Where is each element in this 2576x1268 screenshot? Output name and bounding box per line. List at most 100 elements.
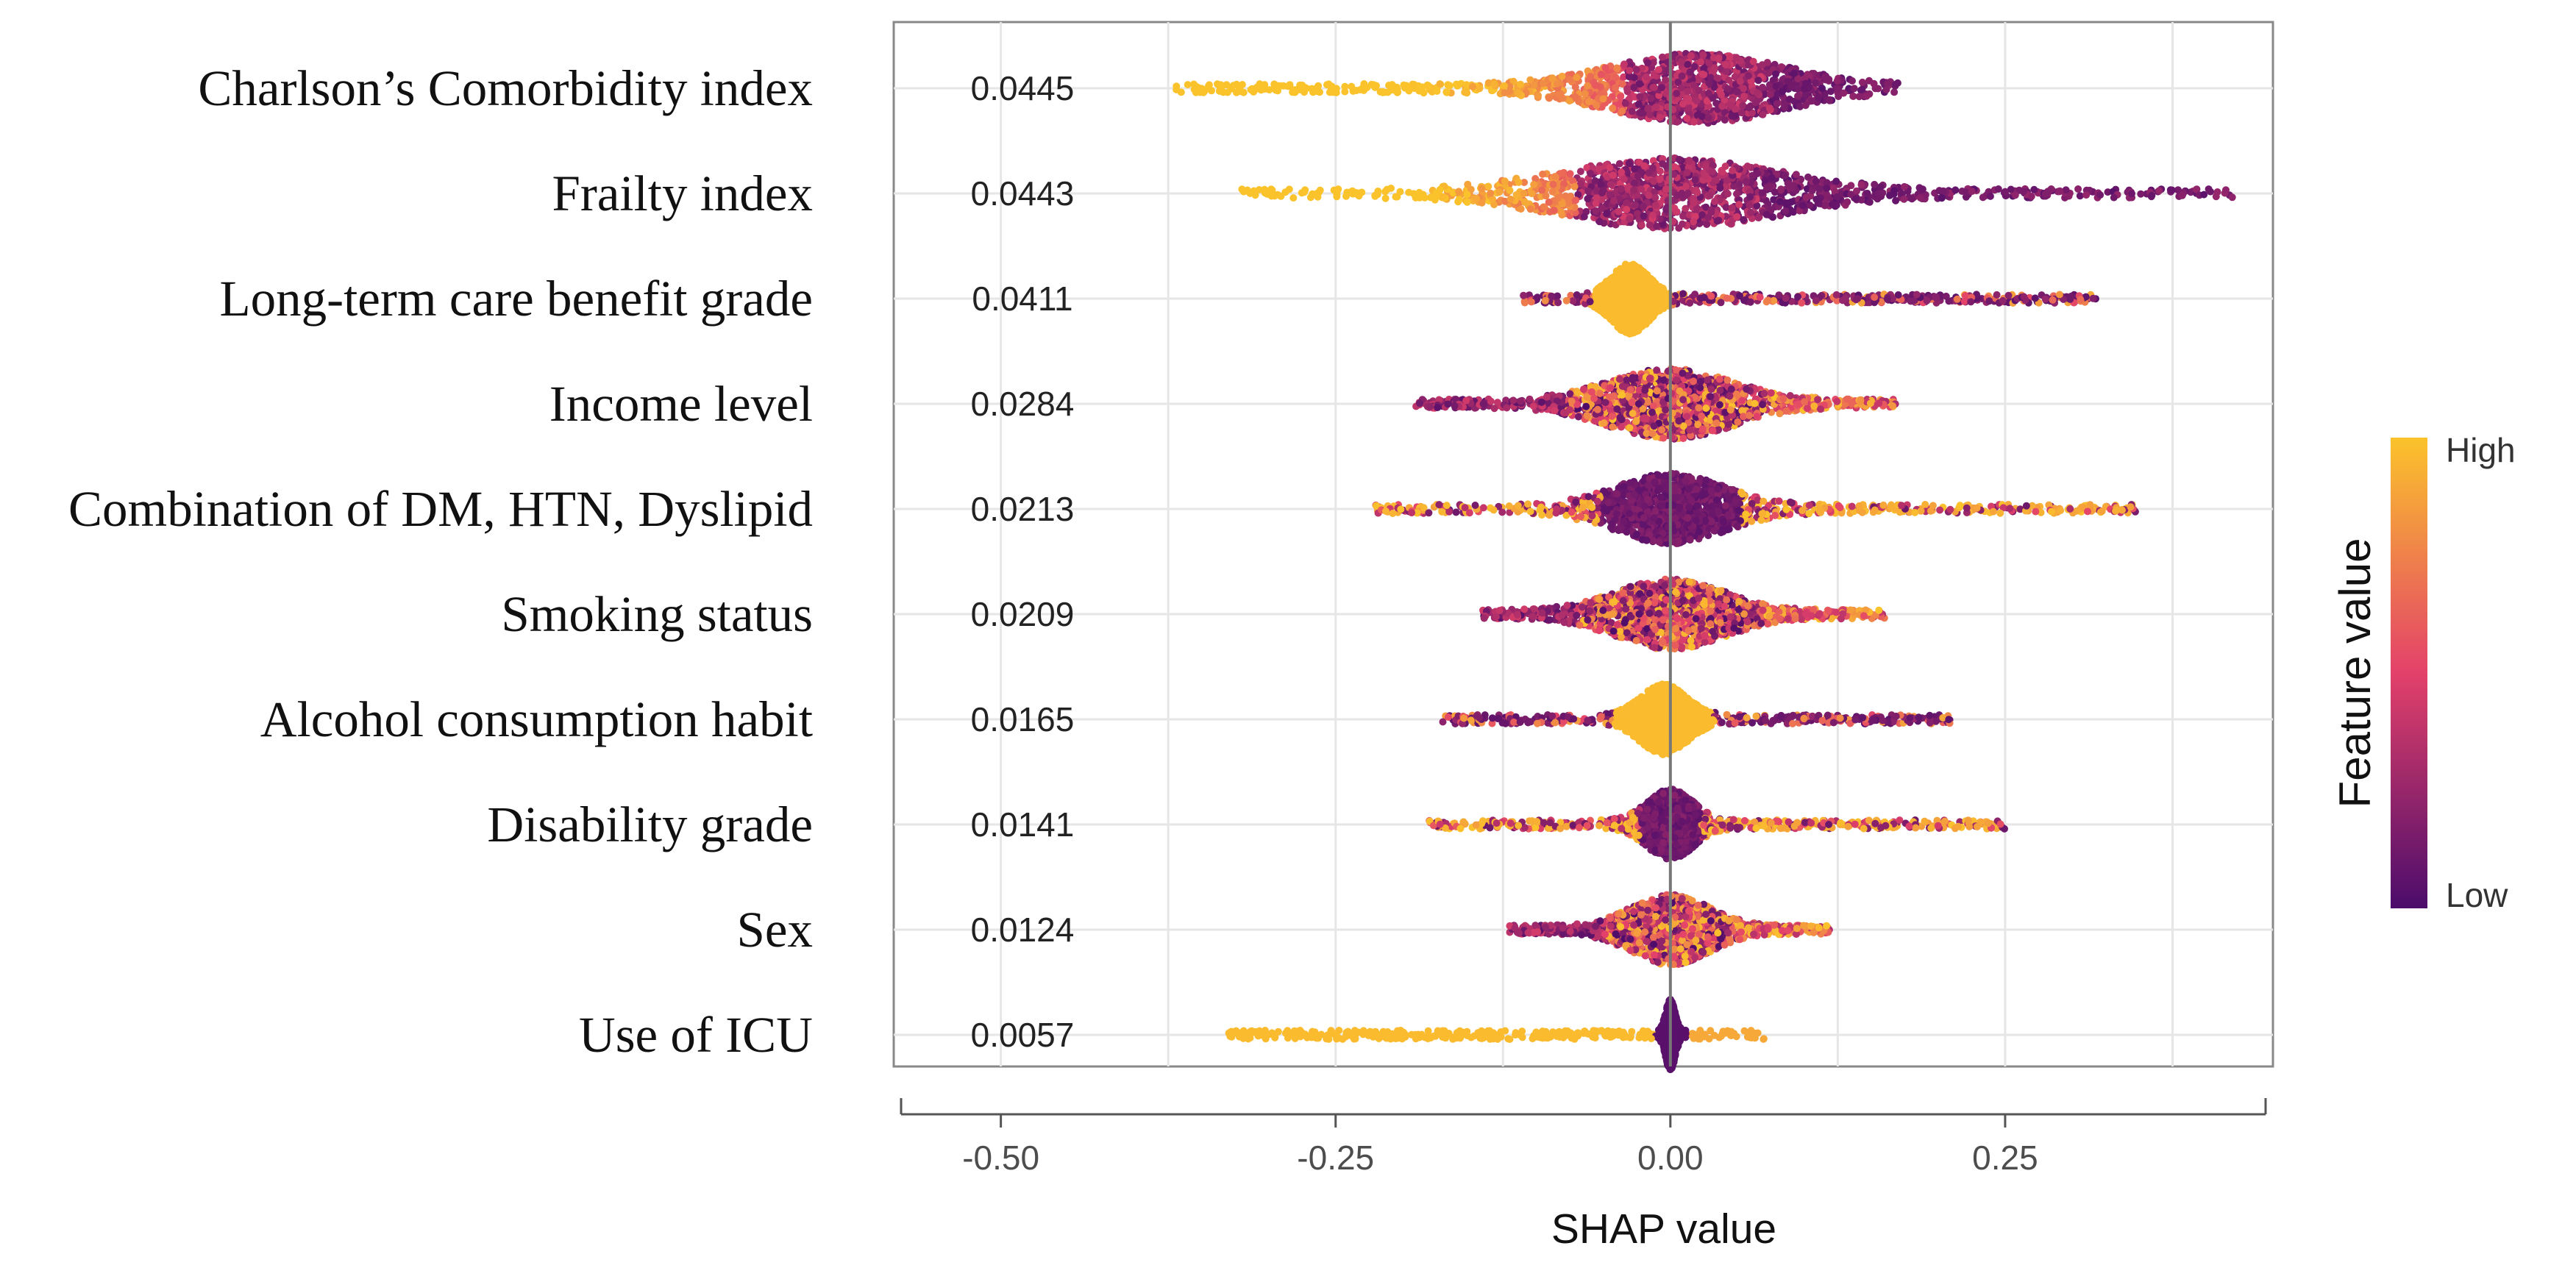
shap-point [1298, 81, 1306, 89]
shap-point [1607, 180, 1615, 188]
shap-point [1645, 221, 1654, 229]
shap-point [1650, 83, 1658, 91]
shap-point [1764, 296, 1772, 304]
shap-point [1678, 189, 1686, 197]
shap-point [1388, 86, 1396, 94]
shap-point [1586, 298, 1594, 306]
shap-point [1301, 88, 1308, 96]
shap-point [2027, 193, 2035, 200]
shap-point [1587, 73, 1595, 81]
shap-point [2148, 191, 2156, 199]
shap-point [2074, 185, 2082, 193]
shap-point [1314, 193, 1322, 201]
shap-point [1541, 296, 1549, 304]
shap-point [1993, 291, 2001, 299]
shap-point [1703, 221, 1711, 228]
shap-point [1419, 190, 1427, 199]
shap-point [1732, 54, 1740, 62]
shap-point [1678, 72, 1686, 80]
shap-point [1792, 171, 1800, 179]
shap-point [1676, 155, 1683, 163]
shap-point [1679, 220, 1687, 228]
shap-point [1595, 218, 1604, 226]
shap-point [1968, 188, 1976, 196]
shap-point [1236, 85, 1243, 92]
shap-point [1777, 185, 1785, 193]
shap-point [1464, 180, 1472, 188]
shap-point [1634, 210, 1641, 218]
shap-point [1938, 194, 1946, 202]
shap-point [1654, 65, 1662, 74]
shap-point [1580, 213, 1588, 221]
shap-point [1484, 182, 1492, 190]
shap-point [1601, 64, 1609, 72]
shap-point [1833, 76, 1841, 85]
shap-point [1512, 190, 1520, 199]
shap-point [1606, 190, 1614, 199]
shap-point [1620, 175, 1628, 183]
shap-point [1711, 198, 1719, 205]
shap-point [1173, 82, 1181, 90]
shap-point [1262, 188, 1270, 195]
shap-point [1551, 173, 1559, 180]
shap-point [1520, 190, 1528, 197]
shap-point [1609, 171, 1617, 179]
shap-point [1526, 205, 1534, 213]
shap-point [1840, 89, 1848, 97]
shap-point [1850, 85, 1858, 93]
shap-point [1648, 164, 1657, 172]
shap-point [1721, 116, 1729, 124]
shap-point [1593, 194, 1601, 202]
shap-point [1644, 104, 1652, 113]
shap-point [1528, 190, 1536, 198]
shap-point [1192, 88, 1200, 96]
shap-point [1177, 88, 1185, 96]
shap-point [1442, 88, 1451, 96]
shap-point [1863, 190, 1871, 197]
shap-point [1715, 54, 1723, 63]
shap-point [1223, 81, 1231, 89]
shap-point [2019, 188, 2027, 196]
shap-point [1603, 210, 1611, 218]
shap-point [1610, 286, 1618, 293]
shap-point [1728, 204, 1736, 212]
shap-point [1265, 86, 1273, 94]
shap-point [1526, 76, 1534, 84]
shap-point [1740, 216, 1748, 224]
shap-point [1643, 278, 1651, 286]
shap-point [2077, 296, 2085, 304]
shap-point [1570, 182, 1579, 190]
shap-point [1581, 90, 1589, 98]
shap-point [2076, 192, 2084, 200]
shap-point [1683, 168, 1691, 177]
shap-row-points [1173, 49, 1901, 127]
shap-point [1622, 304, 1630, 312]
shap-point [1593, 101, 1601, 110]
shap-point [1832, 291, 1840, 299]
shap-point [1784, 77, 1792, 85]
shap-point [1825, 76, 1833, 83]
shap-point [1802, 193, 1810, 202]
shap-point [1644, 59, 1651, 67]
shap-point [1765, 104, 1773, 113]
shap-point [1592, 82, 1600, 89]
shap-point [1476, 85, 1484, 93]
shap-point [2228, 193, 2236, 202]
shap-point [1709, 168, 1717, 176]
shap-point [1520, 291, 1528, 299]
shap-point [1918, 185, 1926, 193]
shap-point [1736, 292, 1743, 300]
shap-point [1967, 298, 1975, 306]
shap-point [1651, 193, 1659, 202]
shap-point [1769, 213, 1777, 221]
shap-point [1801, 101, 1810, 110]
shap-point [1690, 218, 1698, 226]
shap-point [2055, 291, 2063, 299]
shap-point [1815, 185, 1824, 193]
shap-point [1332, 85, 1340, 93]
shap-point [1754, 214, 1762, 222]
shap-point [1747, 208, 1754, 216]
shap-point [1517, 80, 1525, 88]
shap-point [1426, 193, 1434, 202]
shap-point [1763, 59, 1771, 66]
